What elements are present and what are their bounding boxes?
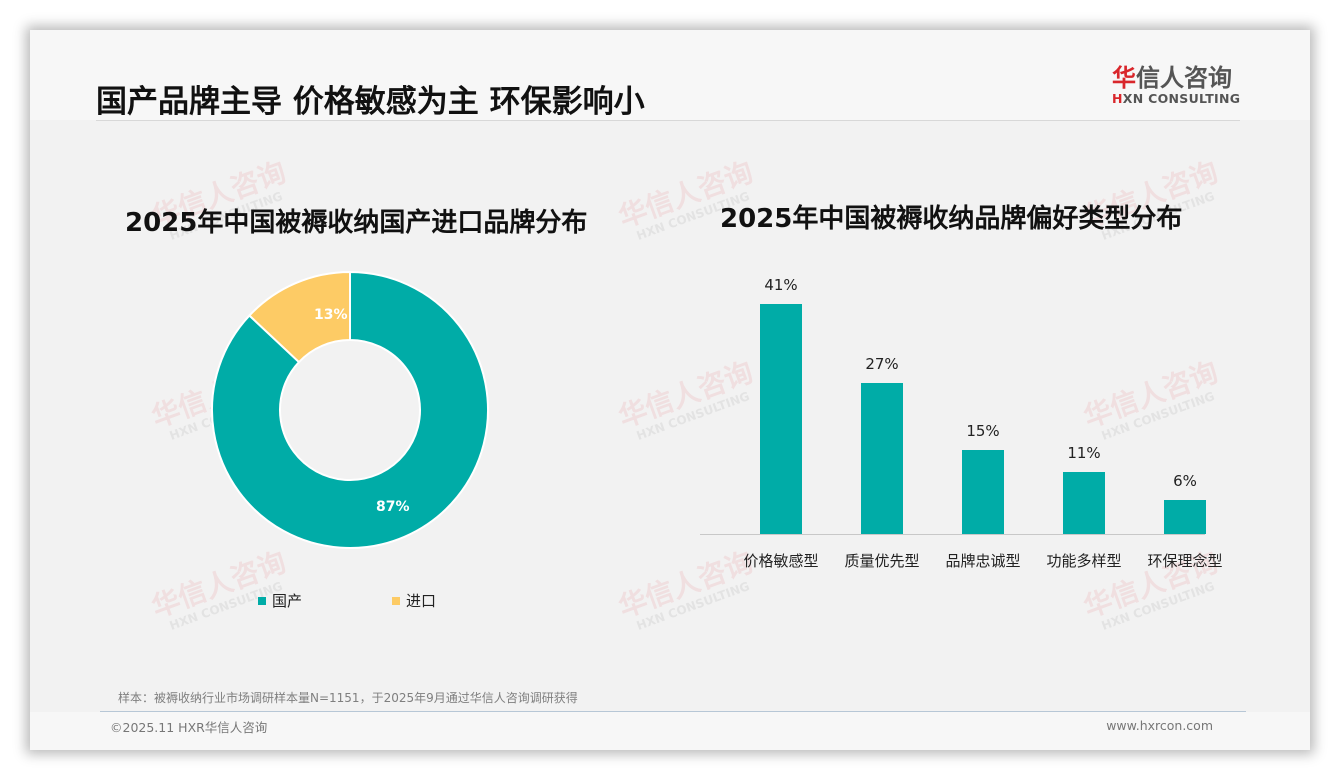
bar-value-label: 11% [1067,444,1101,463]
bar-chart: 41% 价格敏感型 27% 质量优先型 15% 品牌忠诚型 11% 功能多样型 6% 环保理念型 [700,270,1223,575]
bar-category-label: 环保理念型 [1147,552,1223,570]
logo-cn-text: 信人咨询 [1136,64,1232,92]
logo-en-mark-icon: H [1112,91,1123,106]
legend-label-domestic: 国产 [272,592,303,610]
logo-cn: 华信人咨询 [1112,64,1242,92]
donut-label-imported: 13% [314,307,348,323]
donut-chart-svg [211,270,489,549]
bar[interactable] [1164,500,1206,534]
logo-en: HXN CONSULTING [1112,92,1242,106]
legend-label-imported: 进口 [406,592,437,610]
bar-value-label: 6% [1173,472,1197,491]
bar[interactable] [1063,472,1105,534]
logo-cn-mark: 华 [1112,64,1136,92]
bar[interactable] [760,304,802,534]
bar-value-label: 41% [764,276,798,295]
legend-item-imported: 进口 [392,590,436,611]
donut-legend: 国产 进口 [258,590,436,611]
bar[interactable] [861,382,903,534]
legend-swatch-imported [392,596,401,605]
header-band [30,30,1310,120]
header-divider [96,120,1240,121]
page-title: 国产品牌主导 价格敏感为主 环保影响小 [96,84,645,120]
bar[interactable] [962,450,1004,534]
slide: 华信人咨询 HXN CONSULTING 华信人咨询 HXN CONSULTING 华信… [30,30,1310,750]
bar-chart-title: 2025年中国被褥收纳品牌偏好类型分布 [720,204,1183,234]
legend-item-domestic: 国产 [258,590,302,611]
footer-band [30,712,1310,750]
donut-slice-imported[interactable] [247,270,351,364]
watermark-en: HXN CONSULTING [1099,579,1217,633]
logo-en-text: XN CONSULTING [1122,91,1241,106]
donut-label-domestic: 87% [376,499,410,515]
footer-divider [100,711,1246,712]
watermark-cn: 华信人咨询 [147,545,291,625]
bar-value-label: 15% [966,422,1000,440]
copyright-text: ©2025.11 HXR华信人咨询 [110,720,268,735]
bar-category-label: 价格敏感型 [743,552,819,570]
watermark-en: HXN CONSULTING [634,579,752,633]
donut-chart-title: 2025年中国被褥收纳国产进口品牌分布 [125,208,588,238]
brand-logo: 华信人咨询 HXN CONSULTING [1112,64,1242,106]
legend-swatch-domestic [258,596,266,605]
sample-footnote: 样本：被褥收纳行业市场调研样本量N=1151，于2025年9月通过华信人咨询调研… [118,691,578,705]
bar-category-label: 功能多样型 [1046,552,1122,570]
bar-category-label: 品牌忠诚型 [945,552,1021,570]
donut-chart: 13% 87% [210,270,490,550]
donut-slice-domestic[interactable] [211,270,489,549]
bar-value-label: 27% [865,354,899,373]
x-axis-line [700,534,1205,535]
website-link[interactable]: www.hxrcon.com [1106,718,1213,733]
bar-category-label: 质量优先型 [844,552,920,570]
